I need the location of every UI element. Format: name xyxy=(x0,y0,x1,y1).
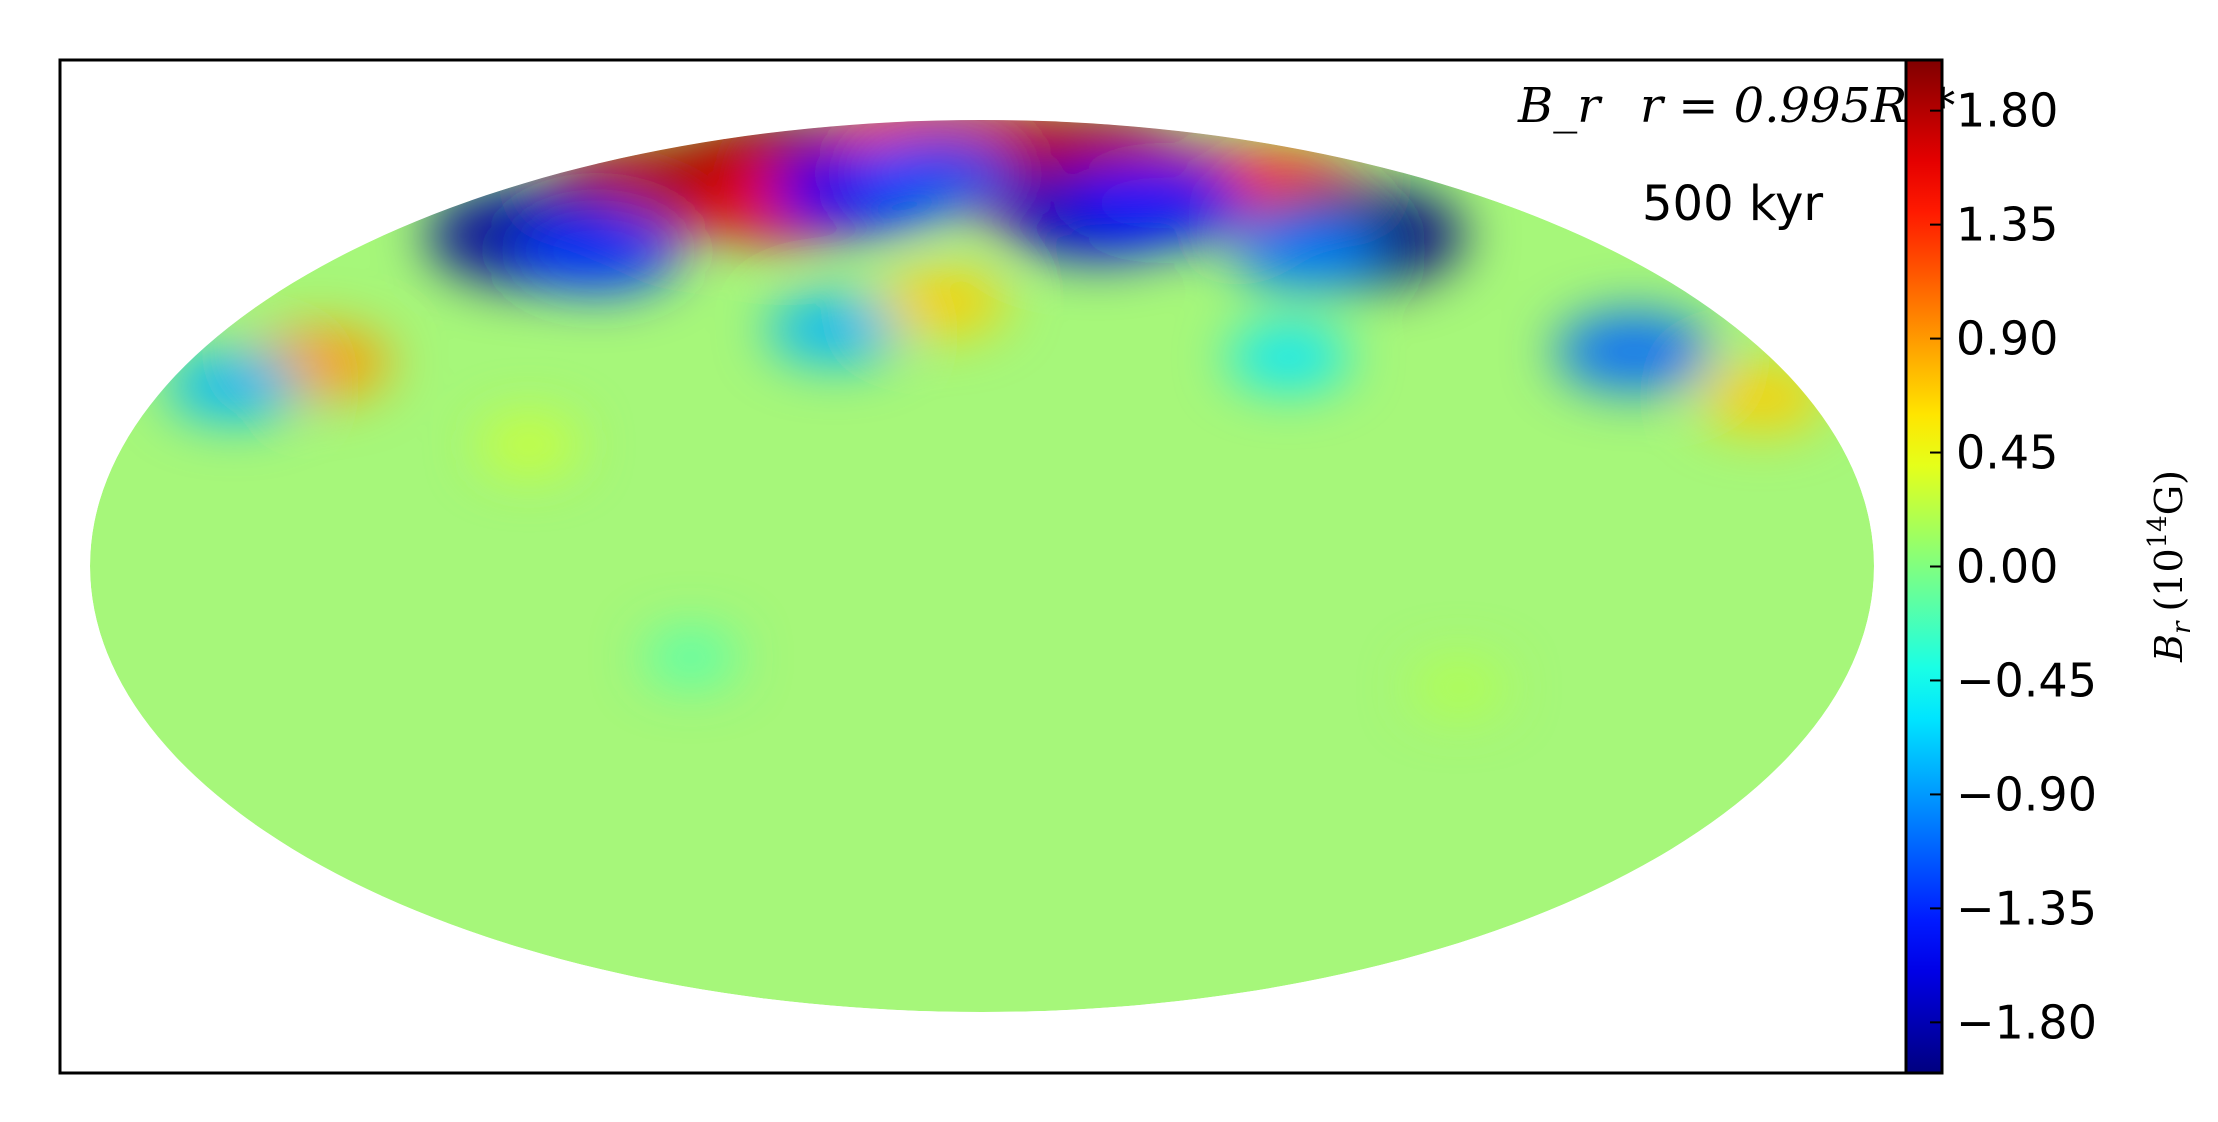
field-patch xyxy=(767,293,904,365)
field-patch xyxy=(877,268,1007,336)
radius-label: r = 0.995R_* xyxy=(1640,78,1955,134)
field-patch xyxy=(511,208,683,293)
field-patch xyxy=(1228,212,1379,289)
colorbar-tick-label: −0.45 xyxy=(1956,653,2097,707)
colorbar-label-unit-close: G) xyxy=(2147,470,2191,515)
colorbar-tick-label: −1.35 xyxy=(1956,881,2097,935)
colorbar-label-unit: (10 xyxy=(2147,548,2191,611)
colorbar-label-sub: r xyxy=(2167,620,2197,634)
map-background xyxy=(90,120,1874,1012)
mollweide-map xyxy=(90,120,1874,1012)
field-patch xyxy=(1227,324,1350,390)
colorbar-tick-label: 1.80 xyxy=(1956,84,2058,138)
time-label: 500 kyr xyxy=(1642,176,1823,232)
field-patch xyxy=(643,630,738,685)
field-structures xyxy=(166,120,1827,715)
colorbar-tick-label: −1.80 xyxy=(1956,995,2097,1049)
field-patch xyxy=(1071,159,1250,247)
variable-label: B_r xyxy=(1517,78,1603,134)
colorbar-tick-label: 0.90 xyxy=(1956,312,2058,366)
colorbar-tick-label: 0.45 xyxy=(1956,426,2058,480)
colorbar-label-exp: 14 xyxy=(2143,515,2173,548)
field-patch xyxy=(478,416,580,473)
colorbar-tick-label: −0.90 xyxy=(1956,767,2097,821)
colorbar: 1.80 1.35 0.90 0.45 0.00 −0.45 −0.90 −1.35 −1.80… xyxy=(1904,58,2197,1075)
field-patch xyxy=(1411,660,1506,715)
field-patch xyxy=(1555,312,1713,391)
colorbar-ticks: 1.80 1.35 0.90 0.45 0.00 −0.45 −0.90 −1.35 −1.80 xyxy=(1930,84,2097,1049)
colorbar-tick-label: 1.35 xyxy=(1956,198,2058,252)
colorbar-label-main: B xyxy=(2147,634,2191,663)
field-patch xyxy=(852,132,1017,215)
field-patch xyxy=(166,350,303,422)
colorbar-axis-label: Br (1014G) xyxy=(2143,470,2197,663)
colorbar-tick-label: 0.00 xyxy=(1956,540,2058,594)
